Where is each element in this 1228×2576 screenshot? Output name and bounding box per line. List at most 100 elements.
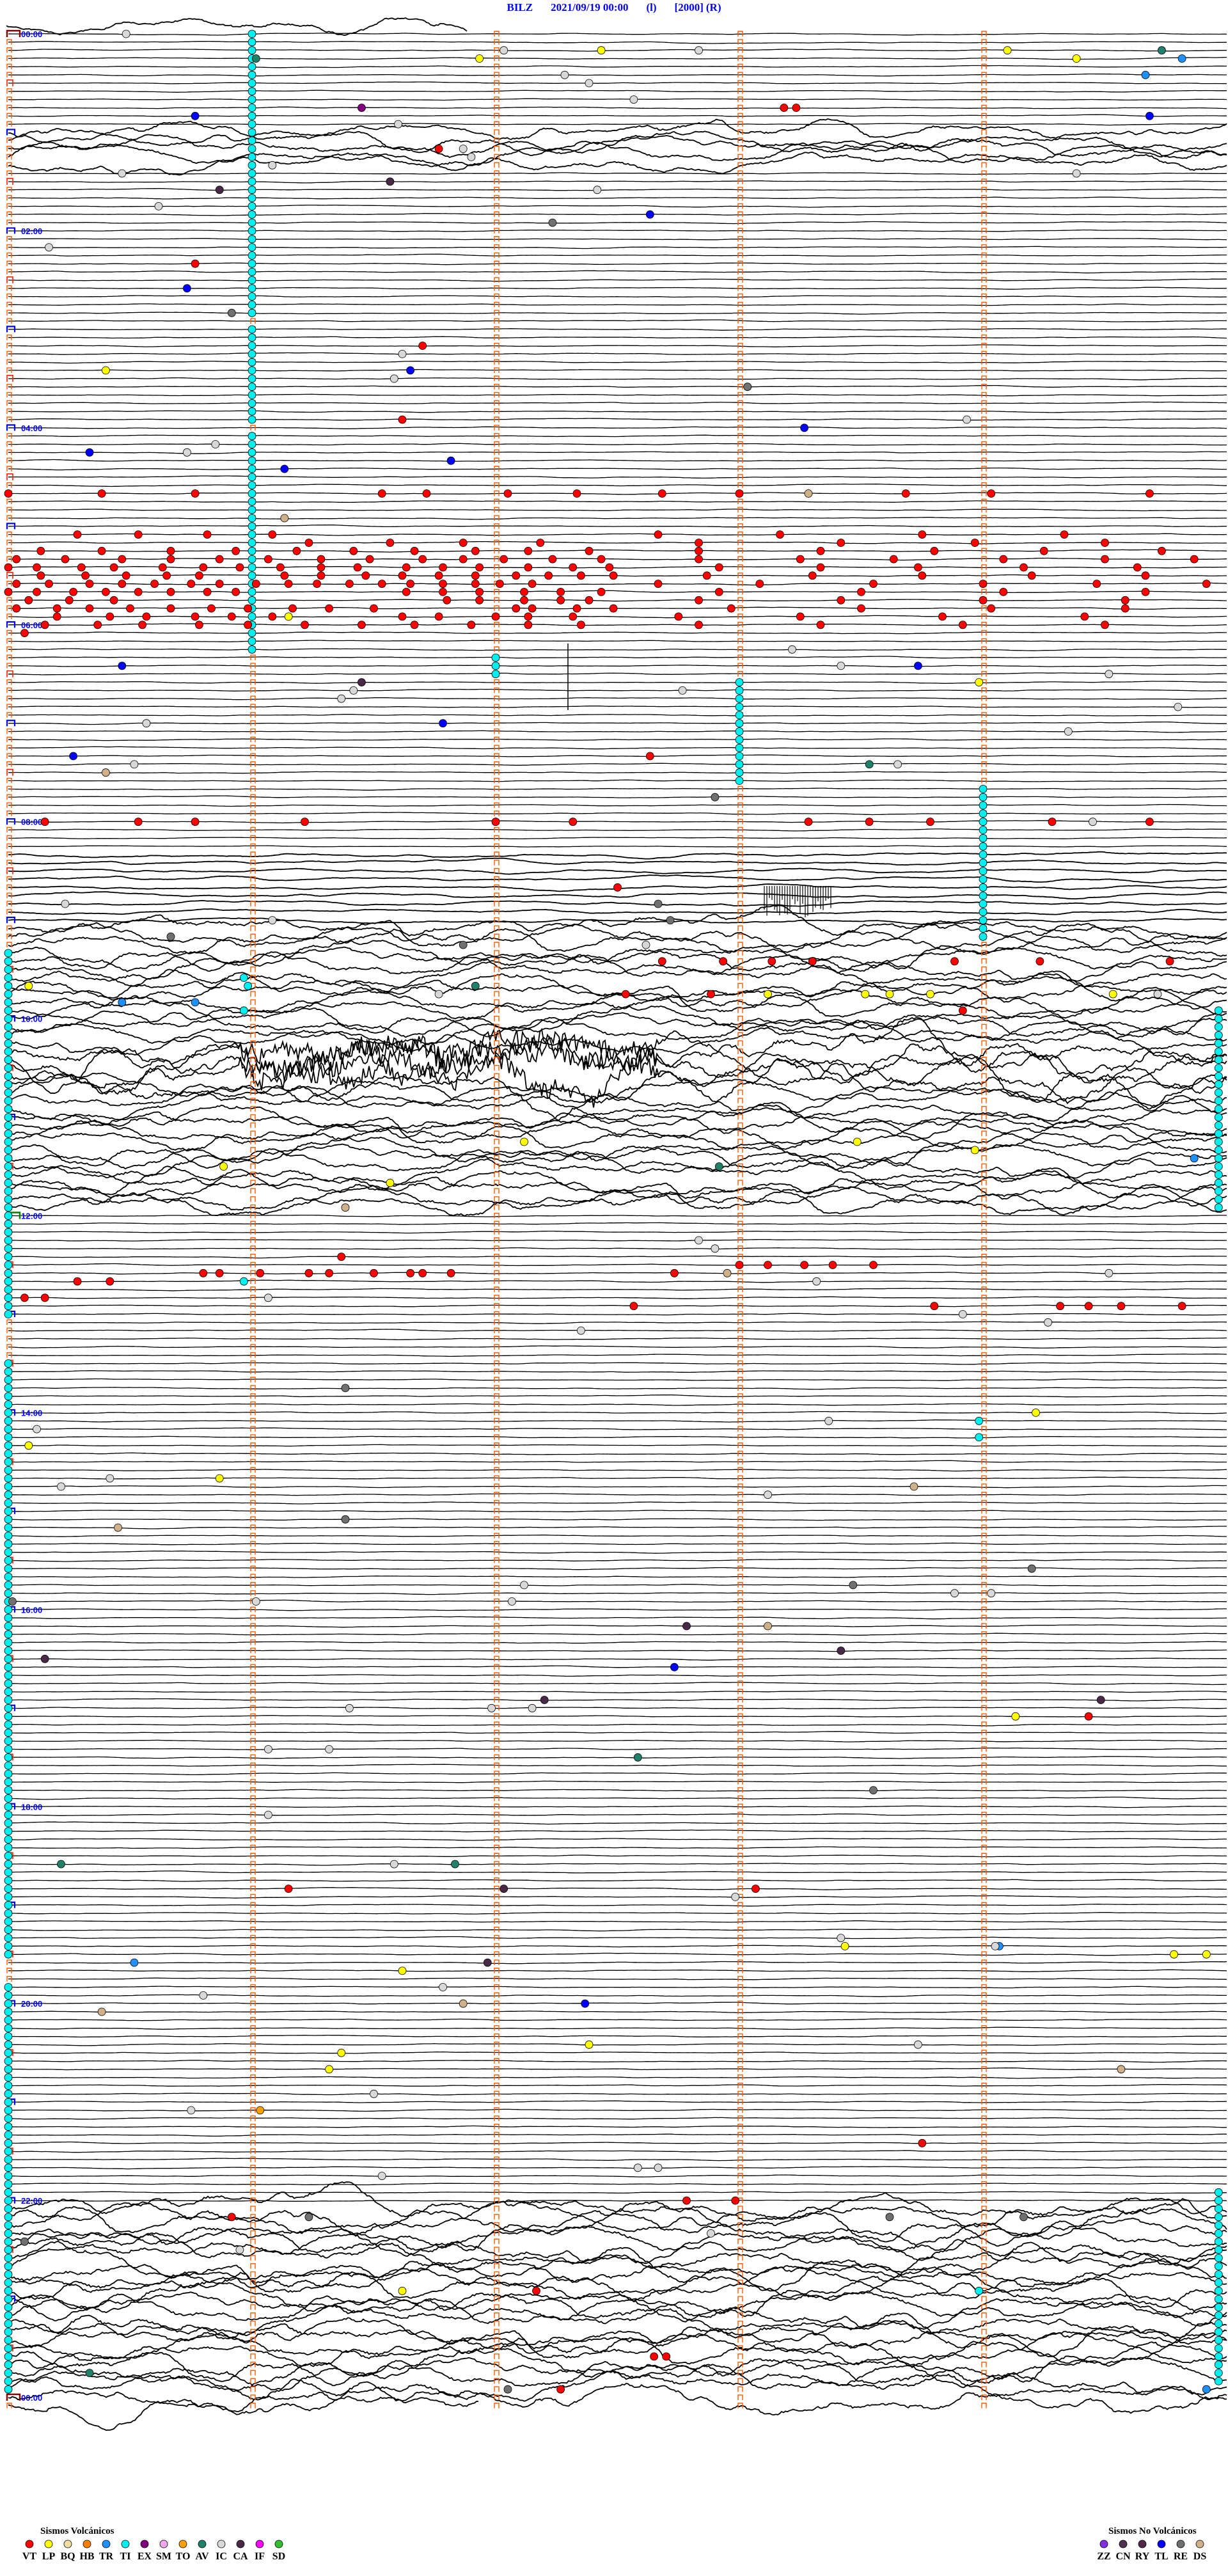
event-vt[interactable] bbox=[301, 818, 309, 826]
event-ti[interactable] bbox=[4, 2278, 13, 2287]
event-vt[interactable] bbox=[402, 588, 411, 596]
event-vt[interactable] bbox=[475, 588, 484, 596]
event-vt[interactable] bbox=[36, 571, 45, 580]
event-ti[interactable] bbox=[4, 1934, 13, 1943]
event-ti[interactable] bbox=[4, 1647, 13, 1655]
event-ti[interactable] bbox=[4, 1885, 13, 1893]
event-ti[interactable] bbox=[4, 1277, 13, 1286]
event-lp[interactable] bbox=[398, 1966, 407, 1975]
event-ti[interactable] bbox=[4, 2147, 13, 2156]
event-vt[interactable] bbox=[370, 604, 378, 613]
event-ti[interactable] bbox=[248, 177, 256, 186]
event-ti[interactable] bbox=[1214, 2204, 1223, 2213]
event-ti[interactable] bbox=[248, 497, 256, 506]
event-ex[interactable] bbox=[358, 104, 366, 112]
event-ti[interactable] bbox=[4, 1171, 13, 1179]
event-ti[interactable] bbox=[4, 1810, 13, 1819]
event-vt[interactable] bbox=[682, 2196, 691, 2205]
event-vt[interactable] bbox=[284, 580, 293, 588]
event-ic[interactable] bbox=[154, 201, 163, 210]
event-ti[interactable] bbox=[979, 826, 988, 834]
event-vt[interactable] bbox=[702, 571, 711, 580]
event-ti[interactable] bbox=[4, 1581, 13, 1590]
event-ic[interactable] bbox=[958, 1310, 967, 1318]
event-ti[interactable] bbox=[248, 383, 256, 391]
event-vt[interactable] bbox=[532, 2286, 540, 2295]
event-vt[interactable] bbox=[443, 596, 452, 604]
event-vt[interactable] bbox=[605, 563, 614, 572]
event-ti[interactable] bbox=[4, 1293, 13, 1302]
event-ic[interactable] bbox=[390, 374, 398, 383]
event-to[interactable] bbox=[256, 2106, 265, 2115]
event-ti[interactable] bbox=[248, 432, 256, 441]
event-vt[interactable] bbox=[475, 596, 484, 604]
event-vt[interactable] bbox=[828, 1261, 837, 1269]
event-tl[interactable] bbox=[280, 464, 289, 473]
event-ic[interactable] bbox=[711, 1244, 720, 1253]
event-vt[interactable] bbox=[1101, 539, 1109, 547]
event-vt[interactable] bbox=[796, 612, 805, 621]
event-ic[interactable] bbox=[500, 46, 508, 55]
event-av[interactable] bbox=[471, 981, 480, 990]
event-ti[interactable] bbox=[4, 1909, 13, 1918]
event-vt[interactable] bbox=[365, 555, 374, 564]
event-vt[interactable] bbox=[1202, 580, 1211, 588]
event-ti[interactable] bbox=[248, 169, 256, 178]
event-vt[interactable] bbox=[268, 612, 277, 621]
event-ti[interactable] bbox=[735, 727, 744, 736]
event-vt[interactable] bbox=[707, 990, 715, 999]
event-ic[interactable] bbox=[837, 661, 846, 670]
event-ti[interactable] bbox=[4, 1302, 13, 1311]
event-ti[interactable] bbox=[1214, 1047, 1223, 1056]
event-ic[interactable] bbox=[1174, 702, 1183, 711]
event-ti[interactable] bbox=[4, 1015, 13, 1023]
event-vt[interactable] bbox=[1177, 1302, 1186, 1311]
event-vt[interactable] bbox=[301, 620, 309, 629]
event-ic[interactable] bbox=[337, 694, 346, 703]
event-ti[interactable] bbox=[248, 226, 256, 235]
event-ti[interactable] bbox=[4, 2196, 13, 2205]
event-ti[interactable] bbox=[4, 1268, 13, 1277]
event-ti[interactable] bbox=[4, 1778, 13, 1787]
event-vt[interactable] bbox=[1133, 563, 1142, 572]
event-ti[interactable] bbox=[4, 1745, 13, 1753]
event-ic[interactable] bbox=[251, 1597, 260, 1606]
event-ti[interactable] bbox=[4, 2040, 13, 2049]
event-vt[interactable] bbox=[358, 620, 366, 629]
event-vt[interactable] bbox=[572, 604, 581, 613]
event-vt[interactable] bbox=[471, 580, 480, 588]
event-vt[interactable] bbox=[101, 588, 110, 596]
event-vt[interactable] bbox=[325, 1268, 333, 1277]
event-ti[interactable] bbox=[4, 965, 13, 974]
event-ti[interactable] bbox=[1214, 2278, 1223, 2287]
event-ds[interactable] bbox=[341, 1203, 350, 1212]
event-vt[interactable] bbox=[235, 563, 244, 572]
event-ti[interactable] bbox=[1214, 2286, 1223, 2295]
event-ti[interactable] bbox=[4, 2131, 13, 2139]
event-ds[interactable] bbox=[114, 1523, 122, 1532]
event-vt[interactable] bbox=[284, 1885, 293, 1893]
event-ic[interactable] bbox=[349, 686, 358, 695]
event-ti[interactable] bbox=[4, 2376, 13, 2385]
event-ti[interactable] bbox=[1214, 1105, 1223, 1114]
event-ti[interactable] bbox=[4, 1540, 13, 1549]
event-vt[interactable] bbox=[970, 539, 979, 547]
event-vt[interactable] bbox=[166, 555, 175, 564]
event-ca[interactable] bbox=[40, 1654, 49, 1663]
event-ti[interactable] bbox=[735, 702, 744, 711]
event-vt[interactable] bbox=[695, 539, 703, 547]
event-lp[interactable] bbox=[840, 1941, 849, 1950]
event-ti[interactable] bbox=[1214, 2237, 1223, 2246]
event-ti[interactable] bbox=[4, 1137, 13, 1146]
event-ti[interactable] bbox=[248, 128, 256, 137]
event-ti[interactable] bbox=[4, 2303, 13, 2312]
event-ca[interactable] bbox=[837, 1647, 846, 1655]
event-ic[interactable] bbox=[629, 95, 638, 104]
event-re[interactable] bbox=[743, 383, 752, 391]
event-ti[interactable] bbox=[248, 111, 256, 120]
event-lp[interactable] bbox=[337, 2048, 346, 2057]
event-ti[interactable] bbox=[4, 1868, 13, 1877]
event-vt[interactable] bbox=[475, 563, 484, 572]
event-ca[interactable] bbox=[215, 186, 224, 194]
event-tr[interactable] bbox=[191, 998, 200, 1007]
